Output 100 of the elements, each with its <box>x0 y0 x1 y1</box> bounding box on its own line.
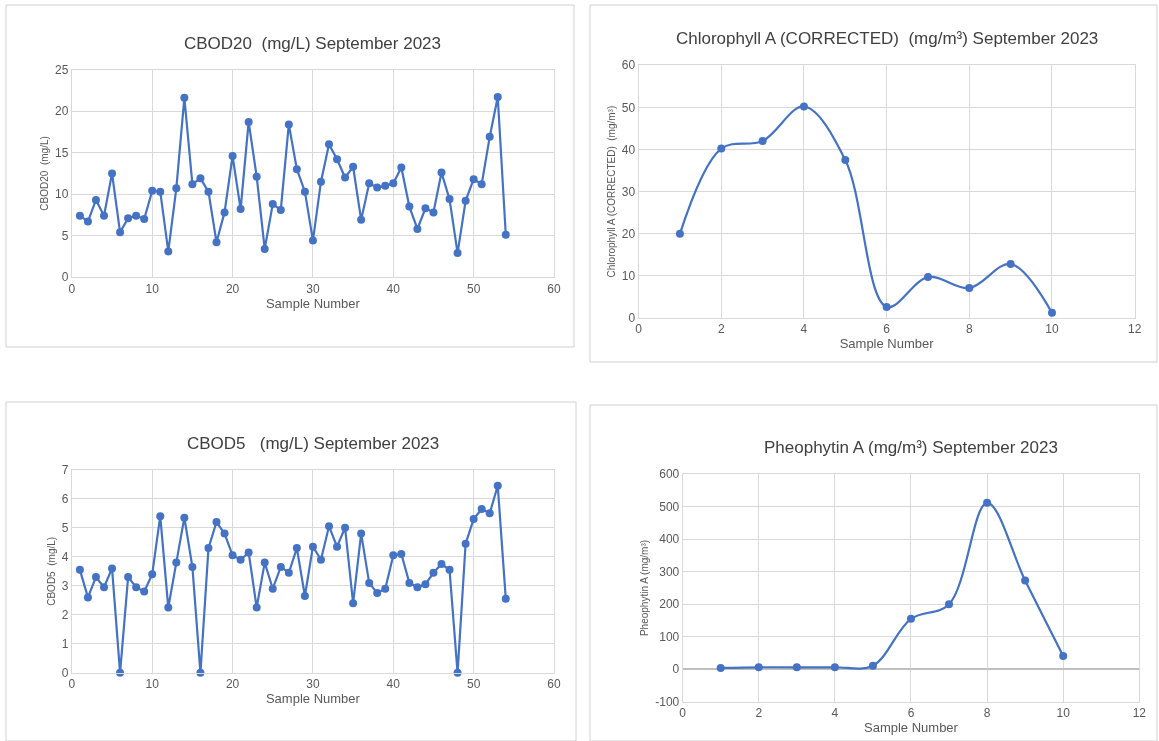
point <box>148 186 157 195</box>
point <box>83 593 92 602</box>
point <box>180 513 189 522</box>
point <box>1021 576 1030 585</box>
point <box>389 551 398 560</box>
point <box>300 187 309 196</box>
x-axis-title: Sample Number <box>864 720 959 736</box>
point <box>244 117 253 126</box>
point <box>923 273 932 282</box>
point <box>841 155 850 164</box>
point <box>116 228 125 237</box>
point <box>397 163 406 172</box>
point <box>945 600 954 609</box>
point <box>983 498 992 507</box>
point <box>429 208 438 217</box>
y-tick-label: 400 <box>659 532 680 547</box>
y-tick-label: 10 <box>55 187 69 202</box>
point <box>717 144 726 153</box>
point <box>75 565 84 574</box>
point <box>268 200 277 209</box>
y-axis-title: Pheophytin A (mg/m³) <box>639 539 651 637</box>
point <box>1059 651 1068 660</box>
x-tick-label: 30 <box>306 281 320 296</box>
point <box>83 217 92 226</box>
chart-title: Pheophytin A (mg/m³) September 2023 <box>764 438 1058 457</box>
point <box>799 102 808 111</box>
point <box>156 187 165 196</box>
x-tick-label: 60 <box>547 677 561 692</box>
point <box>906 614 915 623</box>
point <box>389 179 398 188</box>
point <box>365 179 374 188</box>
x-tick-label: 40 <box>386 677 401 692</box>
point <box>204 187 213 196</box>
point <box>212 518 221 526</box>
point <box>252 172 261 181</box>
point <box>333 542 342 551</box>
point <box>228 151 237 160</box>
point <box>244 548 253 557</box>
point <box>260 558 269 567</box>
y-tick-label: 25 <box>55 62 69 77</box>
point <box>212 238 221 247</box>
point <box>830 663 839 672</box>
x-axis-title: Sample Number <box>265 691 361 707</box>
point <box>341 523 350 532</box>
point <box>108 564 117 573</box>
x-tick-label: 12 <box>1132 706 1147 721</box>
point <box>421 580 430 589</box>
point <box>469 515 478 524</box>
y-axis-title: Chlorophyll A (CORRECTED) (mg/m³) <box>605 105 617 278</box>
point <box>164 603 173 612</box>
point <box>188 180 197 189</box>
y-tick-label: 15 <box>55 145 69 160</box>
point <box>1006 259 1015 268</box>
point <box>156 512 165 521</box>
x-tick-label: 50 <box>466 281 481 296</box>
point <box>292 165 301 174</box>
point <box>116 668 125 677</box>
point <box>140 587 149 596</box>
point <box>365 578 374 587</box>
x-tick-label: 60 <box>547 281 561 296</box>
y-tick-label: 20 <box>621 226 636 241</box>
point <box>91 573 100 582</box>
point <box>172 184 181 193</box>
x-tick-label: 4 <box>800 322 808 337</box>
point <box>477 504 486 513</box>
point <box>469 175 478 184</box>
point <box>453 249 462 258</box>
point <box>124 573 133 582</box>
point <box>413 583 422 592</box>
point <box>148 570 157 579</box>
y-tick-label: 600 <box>659 467 680 482</box>
point <box>325 140 333 149</box>
point <box>445 195 454 204</box>
y-tick-label: 100 <box>659 629 680 644</box>
y-tick-label: 50 <box>621 100 636 115</box>
point <box>220 208 229 217</box>
chart-title: Chlorophyll A (CORRECTED) (mg/m³) September 2023 <box>676 29 1099 48</box>
x-tick-label: 40 <box>386 281 401 296</box>
point <box>461 539 470 548</box>
point <box>868 661 877 670</box>
point <box>381 584 390 593</box>
point <box>429 568 438 577</box>
x-tick-label: 8 <box>983 706 991 721</box>
y-tick-label: 20 <box>55 104 69 119</box>
y-tick-label: 60 <box>621 58 636 73</box>
point <box>381 181 390 190</box>
y-tick-label: 2 <box>61 608 69 623</box>
point <box>164 247 173 256</box>
point <box>284 568 293 577</box>
y-tick-label: 30 <box>621 184 636 199</box>
point <box>260 244 269 253</box>
y-tick-label: 1 <box>61 637 69 652</box>
chart-title: CBOD5 (mg/L) September 2023 <box>187 434 440 453</box>
point <box>413 224 422 233</box>
point <box>349 599 358 608</box>
point <box>493 481 502 490</box>
point <box>236 555 245 564</box>
point <box>132 583 141 592</box>
y-tick-label: 5 <box>61 228 69 243</box>
point <box>100 583 108 592</box>
